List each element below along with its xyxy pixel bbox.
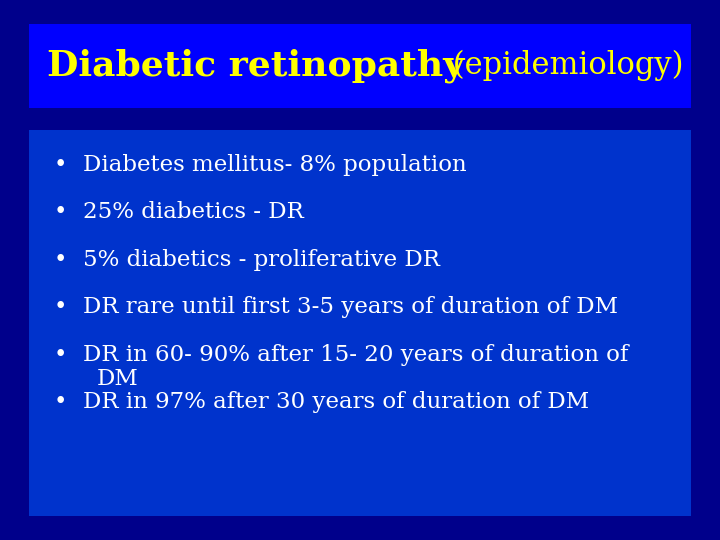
Text: (epidemiology): (epidemiology) xyxy=(443,50,683,82)
FancyBboxPatch shape xyxy=(29,24,691,108)
Text: •: • xyxy=(54,344,68,366)
Text: Diabetic retinopathy: Diabetic retinopathy xyxy=(47,49,464,83)
Text: DR in 97% after 30 years of duration of DM: DR in 97% after 30 years of duration of … xyxy=(83,392,589,413)
Text: •: • xyxy=(54,392,68,413)
FancyBboxPatch shape xyxy=(29,130,691,516)
Text: •: • xyxy=(54,296,68,318)
Text: DR in 60- 90% after 15- 20 years of duration of: DR in 60- 90% after 15- 20 years of dura… xyxy=(83,344,628,366)
Text: DR rare until first 3-5 years of duration of DM: DR rare until first 3-5 years of duratio… xyxy=(83,296,618,318)
Text: •: • xyxy=(54,201,68,223)
Text: Diabetes mellitus- 8% population: Diabetes mellitus- 8% population xyxy=(83,154,467,176)
Text: 25% diabetics - DR: 25% diabetics - DR xyxy=(83,201,304,223)
Text: •: • xyxy=(54,249,68,271)
Text: 5% diabetics - proliferative DR: 5% diabetics - proliferative DR xyxy=(83,249,440,271)
Text: DM: DM xyxy=(97,368,139,390)
Text: •: • xyxy=(54,154,68,176)
